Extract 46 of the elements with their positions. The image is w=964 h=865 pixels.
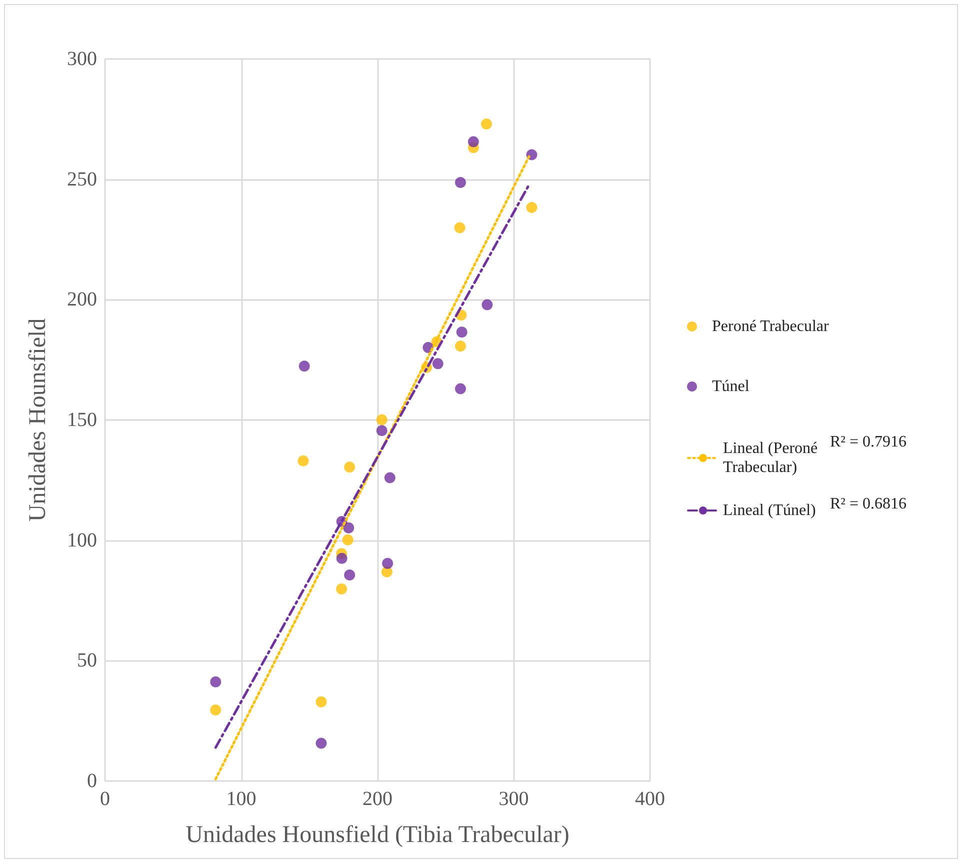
point: [456, 326, 468, 338]
point: [316, 696, 327, 708]
x-tick-label: 300: [498, 788, 529, 810]
point: [210, 676, 222, 688]
point: [343, 522, 354, 534]
point: [482, 299, 493, 310]
point: [454, 340, 466, 352]
point: [454, 383, 466, 394]
y-tick-label: 300: [67, 48, 97, 70]
y-tick-label: 50: [77, 650, 97, 672]
point: [316, 738, 327, 749]
point: [210, 704, 222, 716]
point: [382, 558, 394, 569]
point: [344, 462, 356, 473]
legend-label: Túnel: [712, 378, 750, 395]
point: [384, 472, 396, 484]
point: [454, 222, 466, 234]
point: [336, 552, 348, 564]
x-tick-label: 200: [362, 788, 392, 810]
point: [526, 202, 538, 213]
point: [454, 176, 466, 188]
point: [481, 118, 492, 130]
point: [344, 569, 356, 580]
x-tick-label: 100: [226, 788, 256, 810]
point: [526, 149, 538, 160]
point: [376, 414, 388, 426]
x-tick-label: 400: [635, 788, 665, 810]
y-tick-label: 250: [67, 168, 97, 190]
y-tick-label: 0: [87, 770, 97, 792]
text: R² = 0.6816: [830, 496, 906, 512]
legend-label: Lineal (Túnel): [723, 502, 816, 519]
point: [342, 534, 354, 546]
y-axis-title: Unidades Hounsfield: [25, 318, 51, 522]
legend-label: Peroné Trabecular: [712, 318, 830, 335]
y-tick-label: 150: [67, 409, 97, 431]
y-tick-label: 100: [67, 529, 97, 552]
point: [298, 455, 309, 466]
point: [336, 583, 348, 594]
point: [432, 358, 444, 370]
point: [468, 136, 479, 148]
point: [376, 425, 388, 436]
text: R² = 0.7916: [830, 434, 906, 450]
legend-label: Lineal (Peroné Trabecular): [723, 440, 822, 476]
x-axis-title: Unidades Hounsfield (Tibia Trabecular): [186, 822, 570, 848]
y-tick-label: 200: [67, 288, 97, 311]
point: [298, 360, 310, 372]
